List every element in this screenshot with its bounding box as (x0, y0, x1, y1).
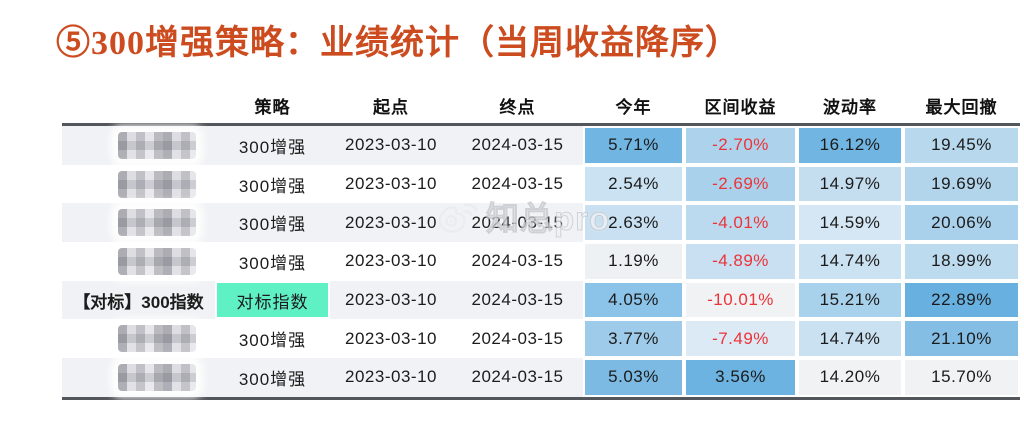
table-row: 【对标】300指数 对标指数 2023-03-10 2024-03-15 4.05% -1… (62, 280, 1020, 320)
volatility-cell: 16.12% (797, 126, 903, 165)
range_return-cell: -4.01% (684, 203, 797, 243)
max_drawdown-cell: 22.89% (903, 280, 1020, 320)
ytd-cell: 5.03% (583, 358, 684, 397)
volatility-cell: 15.21% (797, 280, 903, 320)
ytd-cell: 2.63% (583, 203, 684, 243)
column-header-start: 起点 (373, 97, 409, 117)
column-header-max_drawdown: 最大回撤 (925, 97, 998, 117)
volatility-cell: 14.97% (797, 164, 903, 204)
max_drawdown-cell: 15.70% (903, 358, 1020, 397)
table-row: 300增强 2023-03-10 2024-03-15 5.71% -2.70% 16.1… (62, 126, 1020, 165)
start-date-cell: 2023-03-10 (345, 174, 437, 194)
max_drawdown-cell: 19.45% (903, 126, 1020, 165)
redacted-name-cell (62, 203, 215, 242)
start-date-cell: 2023-03-10 (345, 212, 437, 232)
strategy-cell: 300增强 (238, 176, 307, 196)
column-header-range_return: 区间收益 (704, 97, 777, 117)
start-date-cell: 2023-03-10 (345, 251, 437, 271)
column-header-ytd: 今年 (615, 97, 652, 117)
max_drawdown-cell: 20.06% (903, 203, 1020, 243)
end-date-cell: 2024-03-15 (471, 328, 564, 348)
range_return-cell: -2.69% (684, 164, 797, 204)
range_return-cell: 3.56% (684, 358, 797, 397)
redacted-name-mosaic (117, 325, 196, 353)
start-date-cell: 2023-03-10 (345, 290, 437, 310)
end-date-cell: 2024-03-15 (471, 212, 564, 232)
redacted-name-mosaic (117, 170, 196, 198)
table-body: 300增强 2023-03-10 2024-03-15 5.71% -2.70% 16.1… (62, 126, 1020, 400)
strategy-cell: 300增强 (238, 369, 307, 389)
start-date-cell: 2023-03-10 (345, 135, 437, 155)
redacted-name-mosaic (117, 209, 196, 237)
table-header-row: 策略 起点 终点 今年 区间收益 波动率 最大回撤 (62, 87, 1020, 126)
column-header-end: 终点 (499, 97, 536, 117)
table-row: 300增强 2023-03-10 2024-03-15 3.77% -7.49% 14.7… (62, 319, 1020, 359)
range_return-cell: -4.89% (684, 242, 797, 281)
volatility-cell: 14.74% (797, 319, 903, 359)
column-header-volatility: 波动率 (823, 97, 877, 117)
end-date-cell: 2024-03-15 (471, 290, 564, 310)
redacted-name-cell (62, 358, 215, 397)
strategy-cell: 对标指数 (215, 280, 330, 320)
ytd-cell: 5.71% (583, 126, 684, 165)
redacted-name-cell (62, 319, 215, 358)
volatility-cell: 14.59% (797, 203, 903, 243)
max_drawdown-cell: 18.99% (903, 242, 1020, 281)
max_drawdown-cell: 21.10% (903, 319, 1020, 359)
redacted-name-mosaic (117, 247, 196, 275)
redacted-name-cell (62, 126, 215, 165)
end-date-cell: 2024-03-15 (471, 135, 564, 155)
redacted-name-mosaic (117, 131, 196, 159)
benchmark-name-cell: 【对标】300指数 (73, 292, 204, 312)
redacted-name-mosaic (117, 363, 196, 391)
performance-table: 策略 起点 终点 今年 区间收益 波动率 最大回撤 300增强 2023-03-10 2024-… (62, 87, 1020, 400)
table-row: 300增强 2023-03-10 2024-03-15 5.03% 3.56% 14.20… (62, 358, 1020, 397)
strategy-cell: 300增强 (238, 331, 307, 351)
redacted-name-cell (62, 165, 215, 204)
page-title: ⑤300增强策略：业绩统计（当周收益降序） (56, 25, 740, 62)
end-date-cell: 2024-03-15 (471, 174, 564, 194)
strategy-cell: 300增强 (238, 137, 307, 157)
redacted-name-cell (62, 242, 215, 281)
strategy-cell: 300增强 (238, 253, 307, 273)
range_return-cell: -10.01% (684, 280, 797, 320)
strategy-cell: 300增强 (238, 215, 307, 235)
column-header-strategy: 策略 (254, 97, 291, 117)
ytd-cell: 3.77% (583, 319, 684, 359)
volatility-cell: 14.20% (797, 358, 903, 397)
range_return-cell: -2.70% (684, 126, 797, 165)
end-date-cell: 2024-03-15 (471, 367, 564, 387)
table-row: 300增强 2023-03-10 2024-03-15 1.19% -4.89% 14.7… (62, 242, 1020, 281)
column-header-name (62, 87, 215, 123)
table-row: 300增强 2023-03-10 2024-03-15 2.63% -4.01% 14.5… (62, 203, 1020, 243)
volatility-cell: 14.74% (797, 242, 903, 281)
end-date-cell: 2024-03-15 (471, 251, 564, 271)
ytd-cell: 2.54% (583, 164, 684, 204)
ytd-cell: 1.19% (583, 242, 684, 281)
max_drawdown-cell: 19.69% (903, 164, 1020, 204)
table-row: 300增强 2023-03-10 2024-03-15 2.54% -2.69% 14.9… (62, 164, 1020, 204)
range_return-cell: -7.49% (684, 319, 797, 359)
start-date-cell: 2023-03-10 (345, 328, 437, 348)
start-date-cell: 2023-03-10 (345, 367, 437, 387)
ytd-cell: 4.05% (583, 280, 684, 320)
